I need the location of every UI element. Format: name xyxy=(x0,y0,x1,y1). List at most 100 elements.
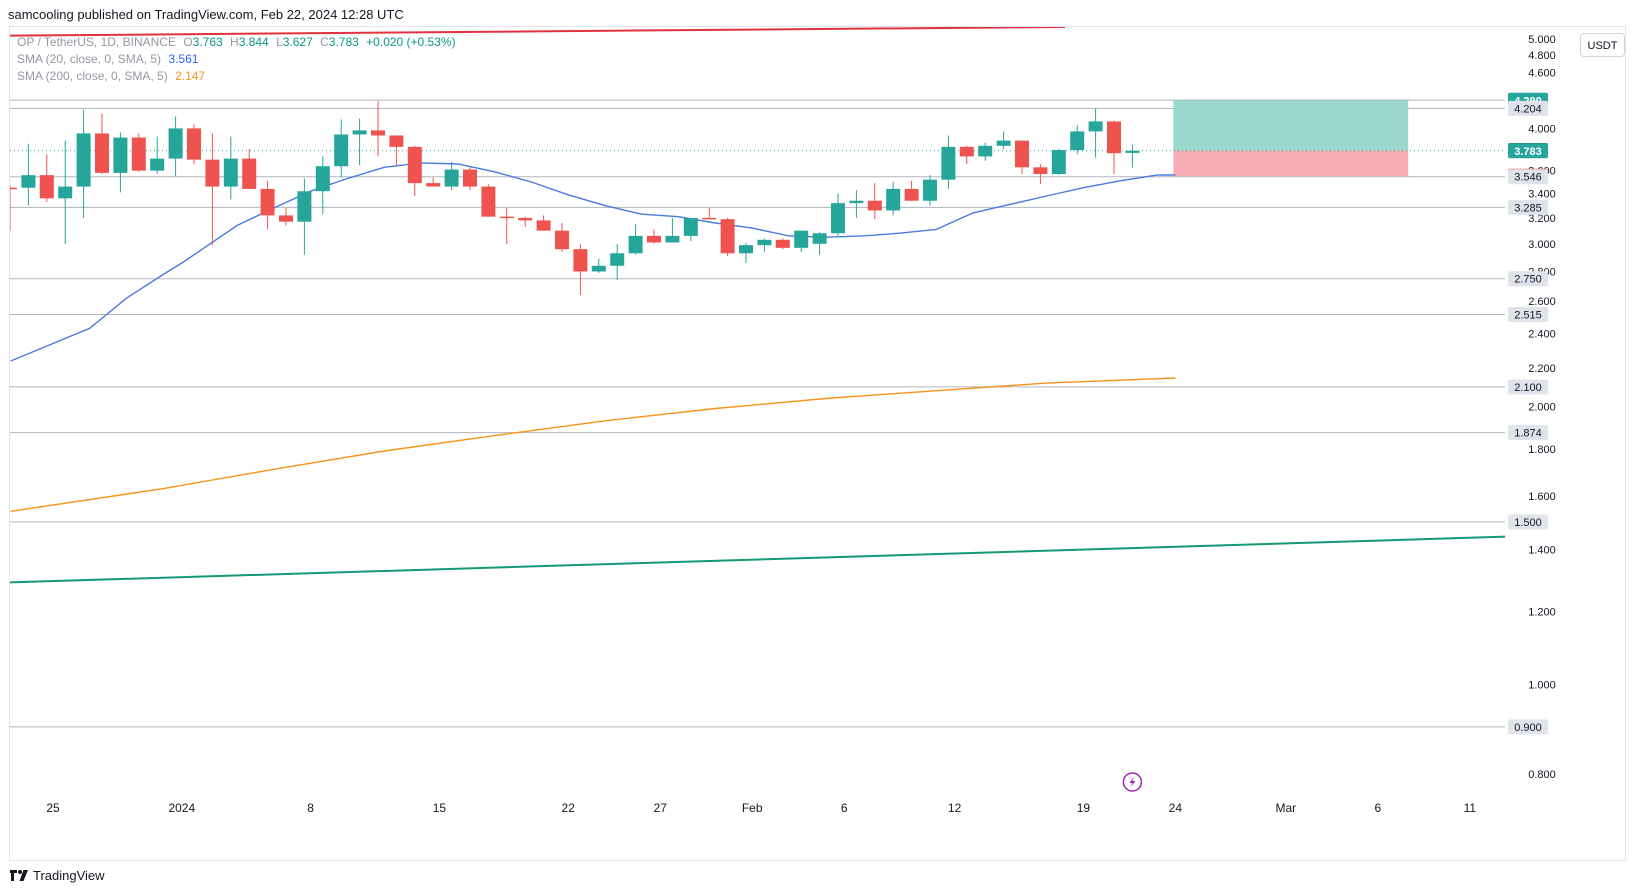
x-axis-tick-label: Feb xyxy=(742,801,763,815)
spark-icon[interactable] xyxy=(1122,772,1143,792)
price-label-text: 2.515 xyxy=(1514,310,1542,322)
candle-body xyxy=(499,216,514,219)
price-label-text: 2.100 xyxy=(1514,382,1542,394)
candle-body xyxy=(775,239,790,248)
price-label-gray: 3.285 xyxy=(1508,199,1548,215)
tradingview-logo[interactable]: TradingView xyxy=(10,868,105,883)
x-axis-tick-label: 8 xyxy=(307,801,314,815)
candle-body xyxy=(223,158,238,187)
price-label-bg xyxy=(1508,379,1548,395)
spark-icon-bolt xyxy=(1129,777,1136,787)
legend-symbol[interactable]: OP / TetherUS, 1D, BINANCE xyxy=(17,35,176,49)
y-axis-tick-label: 2.200 xyxy=(1528,363,1556,375)
chart-legend: OP / TetherUS, 1D, BINANCE O3.763 H3.844… xyxy=(17,34,460,85)
candle xyxy=(591,258,606,273)
candle xyxy=(775,238,790,250)
legend-close: 3.783 xyxy=(328,35,359,49)
x-axis-tick-label: 25 xyxy=(46,801,60,815)
candle xyxy=(95,113,109,175)
legend-sma200-label: SMA (200, close, 0, SMA, 5) xyxy=(17,69,168,83)
candle xyxy=(1107,120,1121,175)
candle-body xyxy=(463,169,477,187)
candle xyxy=(407,145,422,196)
y-axis-tick-label: 2.600 xyxy=(1528,296,1556,308)
candle-body xyxy=(95,133,109,173)
candle xyxy=(21,143,36,206)
candle-body xyxy=(1088,121,1103,132)
y-axis-tick-label: 3.400 xyxy=(1528,189,1556,201)
candle-body xyxy=(702,217,717,220)
candle-body xyxy=(536,220,551,231)
candle-body xyxy=(610,253,625,266)
candle-body xyxy=(904,188,919,201)
candle-body xyxy=(1033,167,1048,175)
legend-high: 3.844 xyxy=(238,35,269,49)
candle-body xyxy=(628,235,643,254)
candle-body xyxy=(297,191,312,222)
candle-body xyxy=(168,128,183,159)
candle xyxy=(297,178,312,255)
price-label-bg xyxy=(1508,199,1548,215)
candle-body xyxy=(1070,131,1085,151)
legend-sma20-label: SMA (20, close, 0, SMA, 5) xyxy=(17,52,162,66)
price-label-bg xyxy=(1508,425,1548,441)
candle xyxy=(315,156,330,215)
legend-change: +0.020 (+0.53%) xyxy=(366,35,456,49)
candle xyxy=(279,208,293,226)
price-label-gray: 0.900 xyxy=(1508,719,1548,735)
legend-open-label: O xyxy=(183,35,193,49)
tradingview-logo-text: TradingView xyxy=(33,868,105,883)
candle xyxy=(10,185,17,231)
candle-body xyxy=(886,188,901,211)
candle-body xyxy=(315,166,330,192)
legend-symbol-row: OP / TetherUS, 1D, BINANCE O3.763 H3.844… xyxy=(17,34,460,51)
candle xyxy=(867,183,882,220)
candle-body xyxy=(794,230,809,248)
x-axis-tick-label: 22 xyxy=(562,801,576,815)
candle-body xyxy=(996,140,1011,146)
candle xyxy=(150,136,165,175)
candle xyxy=(610,243,625,281)
price-label-text: 3.783 xyxy=(1514,146,1542,158)
currency-button[interactable]: USDT xyxy=(1580,33,1625,57)
candle-body xyxy=(1125,150,1140,153)
candle xyxy=(260,180,275,230)
price-label-green: 3.783 xyxy=(1508,143,1548,159)
y-axis-tick-label: 0.800 xyxy=(1528,769,1556,781)
candle-body xyxy=(407,146,422,184)
trendline-resistance xyxy=(10,27,1066,37)
price-label-gray: 4.204 xyxy=(1508,100,1548,116)
legend-sma200-row[interactable]: SMA (200, close, 0, SMA, 5) 2.147 xyxy=(17,68,460,85)
publisher-line: samcooling published on TradingView.com,… xyxy=(8,7,404,22)
candle xyxy=(481,184,496,217)
candle xyxy=(923,175,937,206)
candle xyxy=(242,148,257,189)
candle-body xyxy=(757,239,772,246)
candle-body xyxy=(260,188,275,216)
candle xyxy=(573,243,588,296)
trendline-support xyxy=(10,535,1505,584)
legend-sma20-row[interactable]: SMA (20, close, 0, SMA, 5) 3.561 xyxy=(17,51,460,68)
candle xyxy=(389,135,404,167)
price-label-bg xyxy=(1508,719,1548,735)
candle-body xyxy=(39,175,54,199)
x-axis-tick-label: 19 xyxy=(1077,801,1091,815)
candle xyxy=(1088,108,1103,158)
candle xyxy=(555,222,569,252)
candle-body xyxy=(978,145,993,157)
candle-body xyxy=(849,200,864,204)
sma200-line xyxy=(10,377,1176,512)
y-axis-tick-label: 1.000 xyxy=(1528,680,1556,692)
candle-body xyxy=(58,186,73,199)
legend-high-label: H xyxy=(230,35,239,49)
x-axis-tick-label: 11 xyxy=(1464,801,1477,815)
candle xyxy=(978,142,993,161)
candle xyxy=(371,101,385,157)
candle-body xyxy=(1015,140,1029,168)
candle-body xyxy=(76,133,91,187)
price-label-bg xyxy=(1508,271,1548,287)
candle xyxy=(499,208,514,244)
x-axis-tick-label: 12 xyxy=(948,801,962,815)
price-label-bg xyxy=(1508,307,1548,323)
